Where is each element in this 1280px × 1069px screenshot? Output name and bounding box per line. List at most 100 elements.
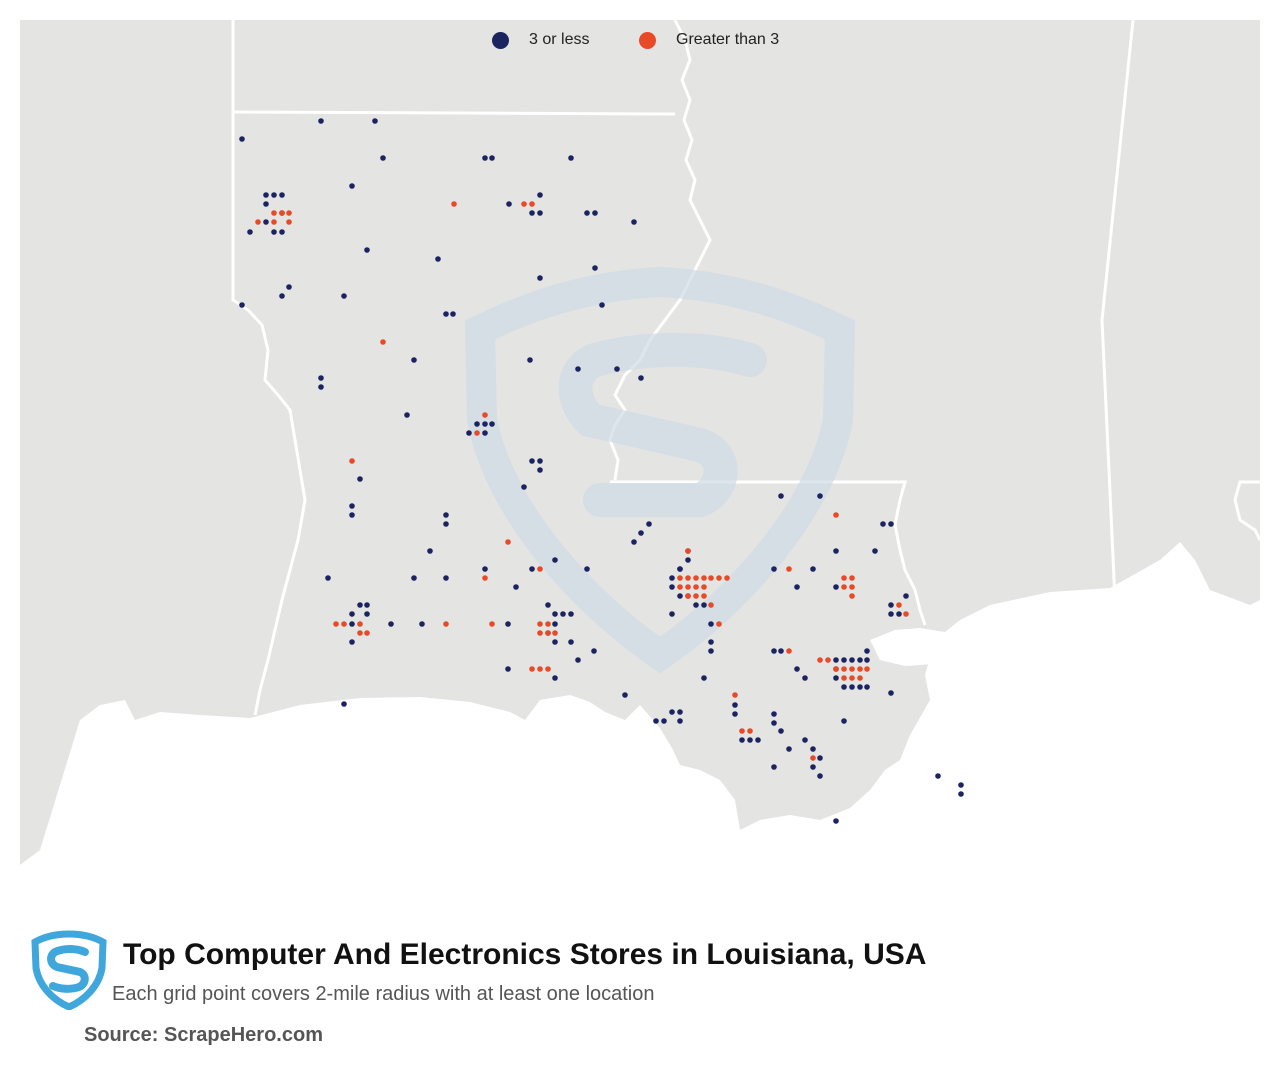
location-dot-low — [739, 737, 745, 743]
location-dot-low — [669, 575, 675, 581]
location-dot-low — [349, 183, 355, 189]
location-dot-low — [935, 773, 941, 779]
location-dot-low — [631, 219, 637, 225]
watermark-shield — [464, 266, 856, 674]
location-dot-high — [857, 675, 863, 681]
location-dot-high — [271, 210, 277, 216]
location-dot-low — [802, 675, 808, 681]
location-dot-low — [708, 621, 714, 627]
location-dot-low — [896, 611, 902, 617]
location-dot-low — [506, 201, 512, 207]
location-dot-high — [333, 621, 339, 627]
location-dot-high — [825, 657, 831, 663]
location-dot-low — [614, 366, 620, 372]
location-dot-high — [849, 584, 855, 590]
location-dot-low — [646, 521, 652, 527]
location-dot-low — [443, 311, 449, 317]
location-dot-low — [880, 521, 886, 527]
location-dot-low — [341, 293, 347, 299]
location-dot-low — [443, 512, 449, 518]
location-dot-low — [357, 602, 363, 608]
location-dot-high — [271, 219, 277, 225]
legend-dot-low — [492, 31, 509, 49]
location-dot-low — [552, 675, 558, 681]
location-dot-high — [677, 584, 683, 590]
location-dot-low — [349, 639, 355, 645]
location-dot-low — [560, 611, 566, 617]
location-dot-low — [693, 602, 699, 608]
location-dot-low — [364, 602, 370, 608]
location-dot-low — [888, 690, 894, 696]
scrapehero-logo-icon — [31, 930, 107, 1010]
location-dot-low — [958, 791, 964, 797]
location-dot-low — [349, 611, 355, 617]
location-dot-low — [474, 421, 480, 427]
location-dot-low — [849, 684, 855, 690]
location-dot-low — [537, 192, 543, 198]
location-dot-low — [677, 709, 683, 715]
location-dot-low — [489, 421, 495, 427]
location-dot-high — [701, 593, 707, 599]
location-dot-low — [435, 256, 441, 262]
location-dot-high — [537, 630, 543, 636]
location-dot-high — [552, 630, 558, 636]
location-dot-low — [505, 666, 511, 672]
location-dot-low — [833, 657, 839, 663]
location-dot-high — [701, 575, 707, 581]
location-dot-low — [411, 357, 417, 363]
location-dot-low — [701, 602, 707, 608]
location-dot-high — [864, 666, 870, 672]
location-dot-high — [443, 621, 449, 627]
location-dot-low — [529, 566, 535, 572]
location-dot-low — [568, 155, 574, 161]
location-dot-high — [724, 575, 730, 581]
location-dot-low — [529, 210, 535, 216]
location-dots — [239, 118, 964, 824]
location-dot-low — [677, 718, 683, 724]
location-dot-high — [841, 575, 847, 581]
legend: 3 or less Greater than 3 — [0, 31, 1280, 53]
location-dot-low — [771, 648, 777, 654]
location-dot-high — [489, 621, 495, 627]
location-dot-low — [661, 718, 667, 724]
location-dot-high — [685, 548, 691, 554]
location-dot-high — [833, 666, 839, 672]
location-dot-high — [841, 584, 847, 590]
location-dot-low — [771, 566, 777, 572]
location-dot-low — [810, 764, 816, 770]
location-dot-high — [357, 621, 363, 627]
location-dot-low — [286, 284, 292, 290]
location-dot-low — [669, 611, 675, 617]
location-dot-low — [592, 265, 598, 271]
location-dot-low — [958, 782, 964, 788]
louisiana-map — [20, 19, 1262, 880]
location-dot-high — [482, 575, 488, 581]
location-dot-high — [693, 593, 699, 599]
location-dot-low — [888, 521, 894, 527]
location-dot-low — [817, 755, 823, 761]
location-dot-low — [521, 484, 527, 490]
location-dot-low — [482, 430, 488, 436]
location-dot-low — [568, 639, 574, 645]
location-dot-low — [318, 375, 324, 381]
location-dot-low — [239, 136, 245, 142]
location-dot-low — [527, 357, 533, 363]
location-dot-low — [771, 711, 777, 717]
location-dot-low — [271, 192, 277, 198]
location-dot-low — [778, 648, 784, 654]
location-dot-low — [841, 684, 847, 690]
location-dot-high — [529, 201, 535, 207]
page-subtitle: Each grid point covers 2-mile radius wit… — [112, 983, 655, 1005]
location-dot-low — [747, 737, 753, 743]
location-dot-low — [537, 458, 543, 464]
location-dot-high — [685, 593, 691, 599]
location-dot-high — [545, 621, 551, 627]
location-dot-high — [364, 630, 370, 636]
location-dot-low — [622, 692, 628, 698]
location-dot-high — [708, 575, 714, 581]
location-dot-low — [537, 467, 543, 473]
location-dot-low — [584, 210, 590, 216]
location-dot-low — [388, 621, 394, 627]
location-dot-high — [701, 584, 707, 590]
location-dot-low — [419, 621, 425, 627]
